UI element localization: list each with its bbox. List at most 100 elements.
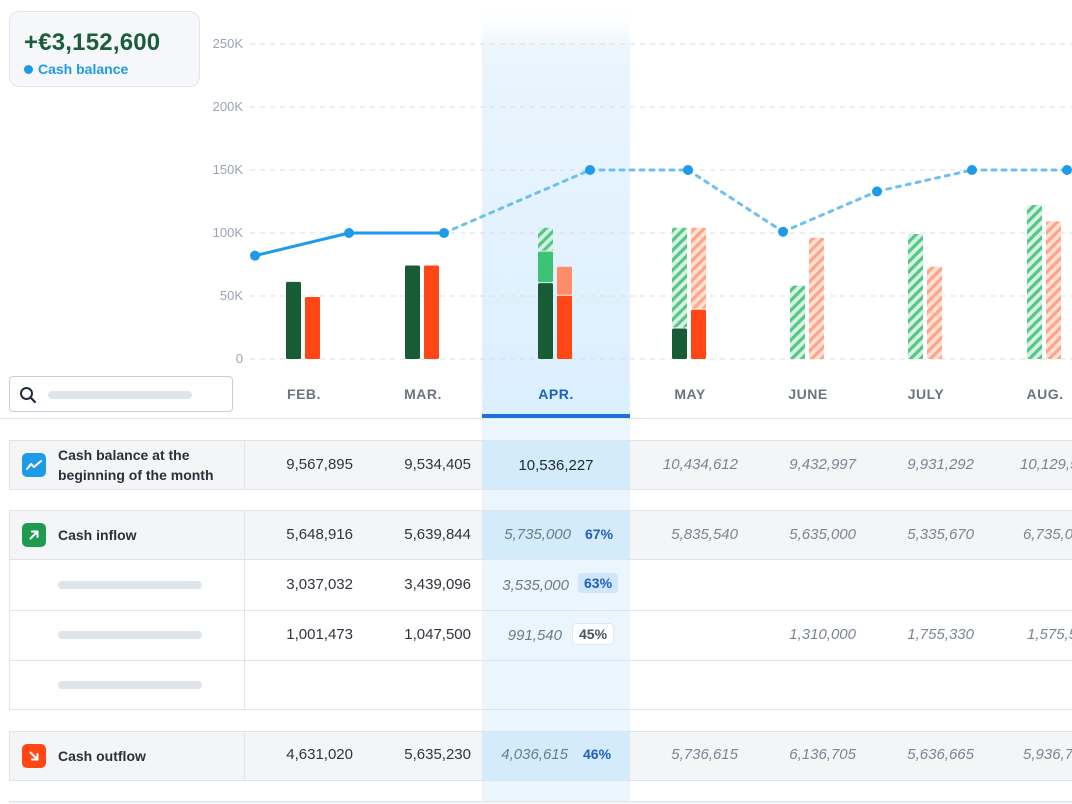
cell-value[interactable]: 1,310,000 xyxy=(789,626,856,643)
inflow-bar[interactable] xyxy=(790,285,805,359)
month-header-july[interactable]: JULY xyxy=(907,386,945,402)
inflow-bar[interactable] xyxy=(672,328,687,360)
inflow-bar[interactable] xyxy=(1027,205,1042,359)
cell-value[interactable]: 5,735,000 xyxy=(504,526,571,543)
balance-point[interactable] xyxy=(439,228,449,238)
inflow-bar[interactable] xyxy=(672,227,687,328)
month-header-mar[interactable]: MAR. xyxy=(404,386,442,402)
month-header-may[interactable]: MAY xyxy=(674,386,706,402)
cell-value[interactable]: 9,567,895 xyxy=(286,456,353,473)
cell-value[interactable]: 1,001,473 xyxy=(286,626,353,643)
cell-value[interactable]: 4,631,020 xyxy=(286,746,353,763)
inflow-bar[interactable] xyxy=(286,281,301,359)
percent-label: 46% xyxy=(583,746,612,762)
balance-card: +€3,152,600 Cash balance xyxy=(9,11,200,87)
cell-value[interactable]: 10,129,5 xyxy=(1020,456,1072,473)
active-month-indicator xyxy=(482,414,630,418)
balance-point[interactable] xyxy=(872,186,882,197)
apr-cell-highlight xyxy=(482,511,630,559)
outflow-bar[interactable] xyxy=(927,266,942,359)
balance-line-segment xyxy=(875,168,974,193)
cell-value[interactable]: 5,635,230 xyxy=(404,746,471,763)
balance-point[interactable] xyxy=(683,165,693,175)
month-header-feb[interactable]: FEB. xyxy=(287,386,321,402)
apr-highlight xyxy=(482,0,630,420)
balance-point[interactable] xyxy=(250,250,260,261)
outflow-bar[interactable] xyxy=(424,265,439,360)
cell-value[interactable]: 1,755,330 xyxy=(907,626,974,643)
row-divider xyxy=(244,560,245,710)
outflow-bar[interactable] xyxy=(691,309,706,359)
header-divider xyxy=(0,418,1072,419)
arrow-down-right-icon xyxy=(22,744,46,768)
outflow-bar[interactable] xyxy=(557,295,572,359)
subrow-divider xyxy=(9,610,1072,611)
month-header-aug[interactable]: AUG. xyxy=(1026,386,1064,402)
subrow-label-skeleton xyxy=(58,681,202,689)
cell-value[interactable]: 1,575,5 xyxy=(1027,626,1072,643)
y-axis-tick-label: 250K xyxy=(212,36,243,51)
cell-value[interactable]: 6,735,0 xyxy=(1023,526,1072,543)
balance-point[interactable] xyxy=(1062,165,1072,175)
cell-value[interactable]: 3,439,096 xyxy=(404,576,471,593)
search-input[interactable] xyxy=(9,376,233,412)
cell-value[interactable]: 9,931,292 xyxy=(907,456,974,473)
cell-value[interactable]: 3,535,000 xyxy=(502,577,569,594)
balance-line-segment xyxy=(781,189,879,234)
balance-label: Cash balance xyxy=(38,61,129,77)
outflow-bar[interactable] xyxy=(1046,221,1061,359)
balance-value: +€3,152,600 xyxy=(24,29,161,56)
subrow-divider xyxy=(9,660,1072,661)
cell-value[interactable]: 5,936,7 xyxy=(1023,746,1072,763)
apr-cell-highlight xyxy=(482,441,630,489)
percent-badge: 63% xyxy=(578,573,619,593)
percent-label: 67% xyxy=(585,526,614,542)
arrow-up-right-icon xyxy=(22,523,46,547)
balance-line-segment xyxy=(686,168,785,234)
cell-value[interactable]: 5,639,844 xyxy=(404,526,471,543)
row-label-cash-outflow: Cash outflow xyxy=(58,748,146,764)
cell-value[interactable]: 9,432,997 xyxy=(789,456,856,473)
cell-value[interactable]: 5,736,615 xyxy=(671,746,738,763)
cell-value[interactable]: 991,540 xyxy=(507,627,562,644)
month-header-june[interactable]: JUNE xyxy=(788,386,828,402)
row-label-cash-inflow: Cash inflow xyxy=(58,527,137,543)
row-divider xyxy=(244,510,245,560)
balance-legend-dot xyxy=(24,64,33,74)
outflow-bar[interactable] xyxy=(809,237,824,359)
row-divider xyxy=(244,731,245,781)
balance-point[interactable] xyxy=(778,226,788,237)
inflow-bar[interactable] xyxy=(908,234,923,359)
cell-value[interactable]: 5,648,916 xyxy=(286,526,353,543)
outflow-bar[interactable] xyxy=(305,297,320,359)
cell-value[interactable]: 10,434,612 xyxy=(662,456,738,473)
cell-value[interactable]: 6,136,705 xyxy=(789,746,856,763)
balance-point[interactable] xyxy=(344,228,354,238)
cell-value[interactable]: 9,534,405 xyxy=(404,456,471,473)
month-header-apr[interactable]: APR. xyxy=(538,386,574,402)
y-axis-tick-label: 0 xyxy=(235,351,243,366)
inflow-bar[interactable] xyxy=(538,227,553,251)
inflow-bar[interactable] xyxy=(538,283,553,359)
cell-value[interactable]: 3,037,032 xyxy=(286,576,353,593)
balance-point[interactable] xyxy=(967,165,977,175)
inflow-bar[interactable] xyxy=(405,265,420,360)
cell-value[interactable]: 5,835,540 xyxy=(671,526,738,543)
row-label-cash-balance: Cash balance at the beginning of the mon… xyxy=(58,447,214,483)
cell-value[interactable]: 5,636,665 xyxy=(907,746,974,763)
trend-icon xyxy=(22,453,46,477)
cell-value[interactable]: 1,047,500 xyxy=(404,626,471,643)
balance-point[interactable] xyxy=(585,165,595,175)
outflow-bar[interactable] xyxy=(557,266,572,295)
inflow-bar[interactable] xyxy=(538,251,553,283)
subrow-label-skeleton xyxy=(58,581,202,589)
cell-value[interactable]: 10,536,227 xyxy=(518,457,594,474)
outflow-bar[interactable] xyxy=(691,227,706,309)
search-placeholder-skeleton xyxy=(48,391,192,399)
cell-value[interactable]: 5,335,670 xyxy=(907,526,974,543)
subrow-label-skeleton xyxy=(58,631,202,639)
cell-value[interactable]: 4,036,615 xyxy=(501,746,568,763)
row-next-partial xyxy=(9,801,1072,804)
y-axis-tick-label: 100K xyxy=(212,225,243,240)
cell-value[interactable]: 5,635,000 xyxy=(789,526,856,543)
